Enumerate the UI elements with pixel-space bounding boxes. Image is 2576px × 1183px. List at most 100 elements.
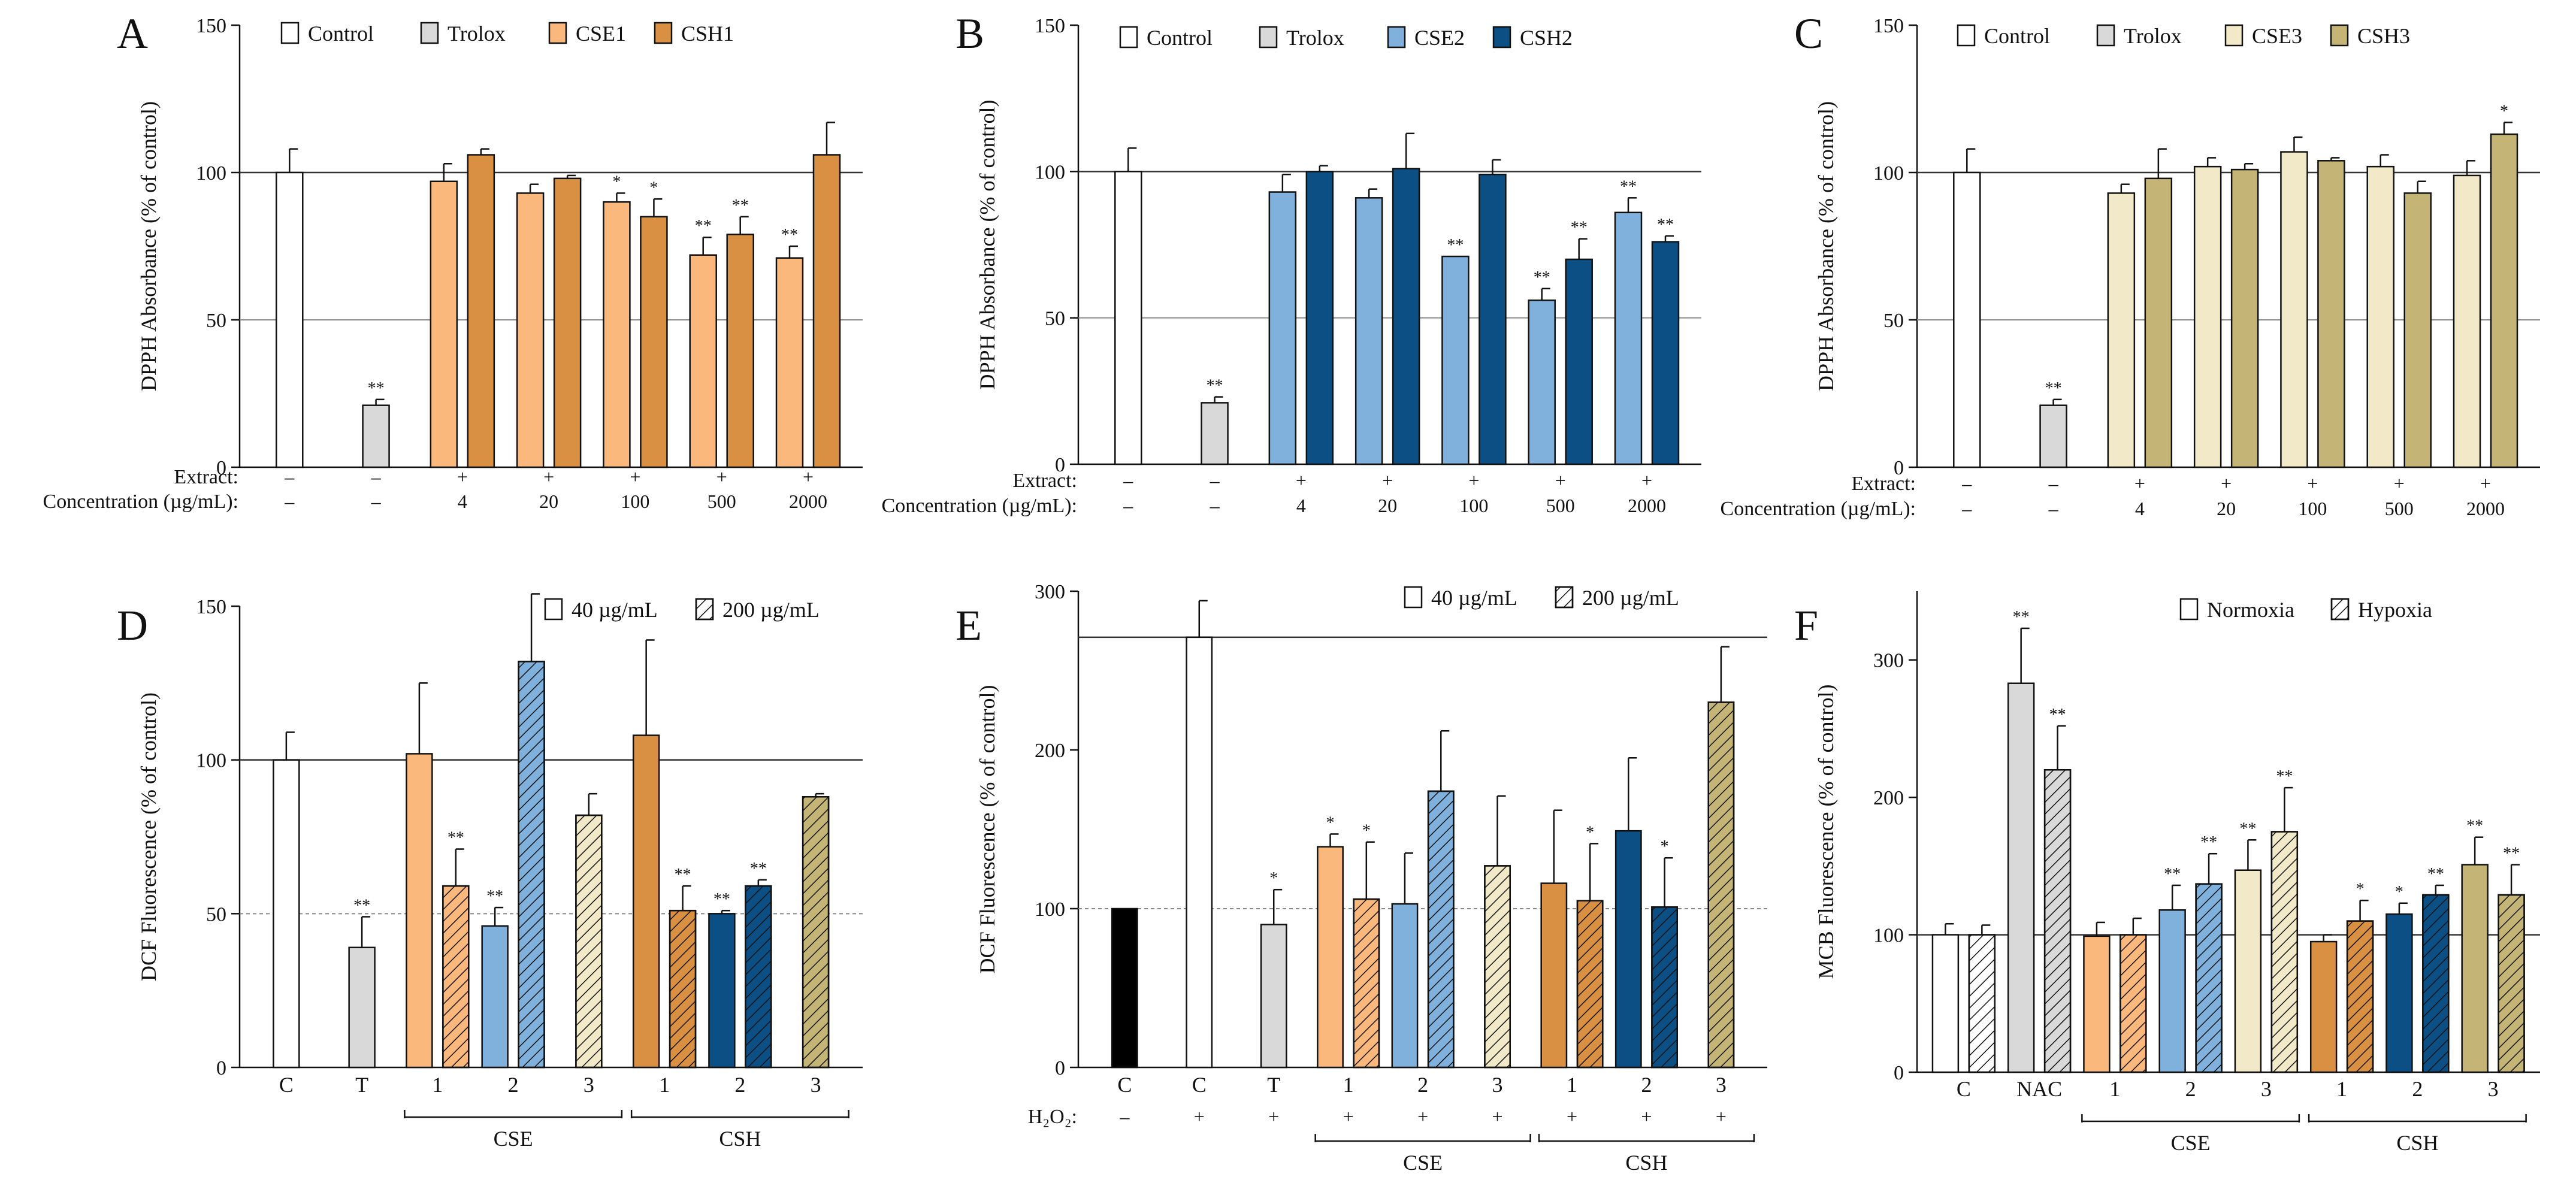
significance-marker: ** (713, 890, 730, 909)
table-cell: + (2394, 473, 2405, 494)
bar-hatch (575, 814, 603, 1069)
bar (1953, 171, 1981, 468)
bar (726, 234, 754, 468)
panel-b: B 0 50 100 150 DPPH Absorbance (% of control)… (882, 10, 1701, 517)
bar (553, 177, 582, 468)
significance-marker: ** (732, 196, 749, 215)
table-cell: – (371, 491, 382, 512)
x-tick-label: 2 (734, 1073, 745, 1097)
table-cell: + (1641, 1106, 1652, 1127)
bar (2007, 682, 2035, 1073)
group-bracket-label: CSH (2396, 1131, 2438, 1155)
table-cell: – (1119, 1106, 1130, 1127)
bar (2107, 192, 2136, 468)
x-tick-label: 1 (432, 1073, 443, 1097)
x-tick-label: C (279, 1073, 294, 1097)
table-cell: 4 (1296, 495, 1306, 516)
y-tick-label: 0 (1055, 454, 1065, 476)
significance-marker: * (2500, 102, 2508, 120)
significance-marker: ** (2049, 706, 2066, 724)
table-cell: – (371, 466, 382, 488)
y-axis-label: DCF Fluorescence (% of control) (975, 685, 999, 974)
bar-hatch (2346, 920, 2374, 1073)
bar (2039, 404, 2067, 468)
bar (689, 254, 717, 468)
x-tick-label: C (1957, 1077, 1971, 1101)
y-tick-label: 0 (1055, 1057, 1065, 1079)
y-tick-label: 50 (1883, 310, 1904, 332)
table-cell: + (1716, 1106, 1727, 1127)
bar (1268, 191, 1297, 465)
table-cell: 100 (1459, 495, 1488, 516)
bar-hatch (669, 909, 697, 1069)
table-cell: 100 (621, 491, 649, 512)
legend-swatch (420, 22, 439, 44)
x-tick-label: 1 (659, 1073, 670, 1097)
bar (430, 180, 458, 468)
y-tick-label: 300 (1873, 650, 1904, 672)
legend-swatch-hatch (695, 598, 714, 621)
x-tick-label: 2 (2412, 1077, 2423, 1101)
bar (2158, 909, 2186, 1073)
bar-hatch (1484, 865, 1511, 1069)
legend-swatch (1387, 26, 1406, 49)
panel-letter: F (1794, 601, 1818, 649)
y-tick-label: 100 (196, 750, 226, 772)
bar (2280, 151, 2308, 468)
significance-marker: ** (448, 829, 464, 848)
x-tick-label: 2 (508, 1073, 519, 1097)
bar (640, 216, 668, 468)
group-bracket-label: CSE (2171, 1131, 2211, 1155)
table-cell: + (1296, 470, 1307, 491)
y-tick-label: 150 (196, 15, 226, 37)
y-tick-label: 300 (1035, 581, 1065, 603)
table-cell: 4 (458, 491, 467, 512)
y-axis-label: DCF Fluorescence (% of control) (137, 692, 161, 981)
bar (467, 154, 495, 468)
bar (1186, 636, 1213, 1069)
significance-marker: ** (1657, 216, 1674, 234)
x-tick-label: 3 (1492, 1073, 1503, 1097)
y-tick-label: 100 (1873, 162, 1904, 184)
table-cell: 2000 (1628, 495, 1666, 516)
legend-swatch (654, 22, 673, 44)
legend-label: Trolox (448, 22, 506, 46)
significance-marker: ** (2427, 865, 2444, 884)
significance-marker: ** (695, 217, 712, 235)
panel-letter: C (1794, 10, 1823, 58)
bar (1260, 924, 1287, 1069)
x-tick-label: NAC (2016, 1077, 2062, 1101)
table-row-label: Extract: (174, 466, 238, 488)
y-tick-label: 100 (1035, 898, 1065, 921)
panel-d: D 0 50 100 150 DCF Fluorescence (% of control… (117, 593, 863, 1151)
bar (1651, 241, 1680, 465)
x-tick-label: T (355, 1073, 368, 1097)
significance-marker: ** (675, 866, 691, 884)
bar (406, 753, 433, 1069)
legend-swatch-hatch (1555, 586, 1574, 609)
bar (2144, 177, 2173, 468)
table-cell: + (1382, 470, 1393, 491)
table-row-label: Concentration (µg/mL): (1721, 498, 1916, 520)
legend-label: CSH3 (2357, 24, 2410, 48)
bar (516, 192, 545, 468)
legend-label: Hypoxia (2358, 598, 2432, 622)
significance-marker: ** (1447, 236, 1464, 255)
table-cell: – (1123, 470, 1133, 491)
group-bracket-label: CSE (1403, 1151, 1443, 1175)
significance-marker: ** (2276, 767, 2293, 786)
table-row-label: Concentration (µg/mL): (882, 495, 1077, 517)
panel-letter: A (117, 10, 148, 58)
legend-label: 40 µg/mL (572, 598, 658, 622)
x-tick-label: 3 (1716, 1073, 1727, 1097)
bar (348, 946, 376, 1069)
table-cell: – (1210, 495, 1220, 516)
group-bracket-label: CSE (494, 1127, 533, 1151)
significance-marker: * (1362, 822, 1371, 840)
bar (708, 913, 736, 1069)
bar (362, 404, 390, 468)
significance-marker: * (2395, 883, 2403, 901)
bar (1201, 402, 1229, 465)
table-cell: + (803, 466, 814, 488)
